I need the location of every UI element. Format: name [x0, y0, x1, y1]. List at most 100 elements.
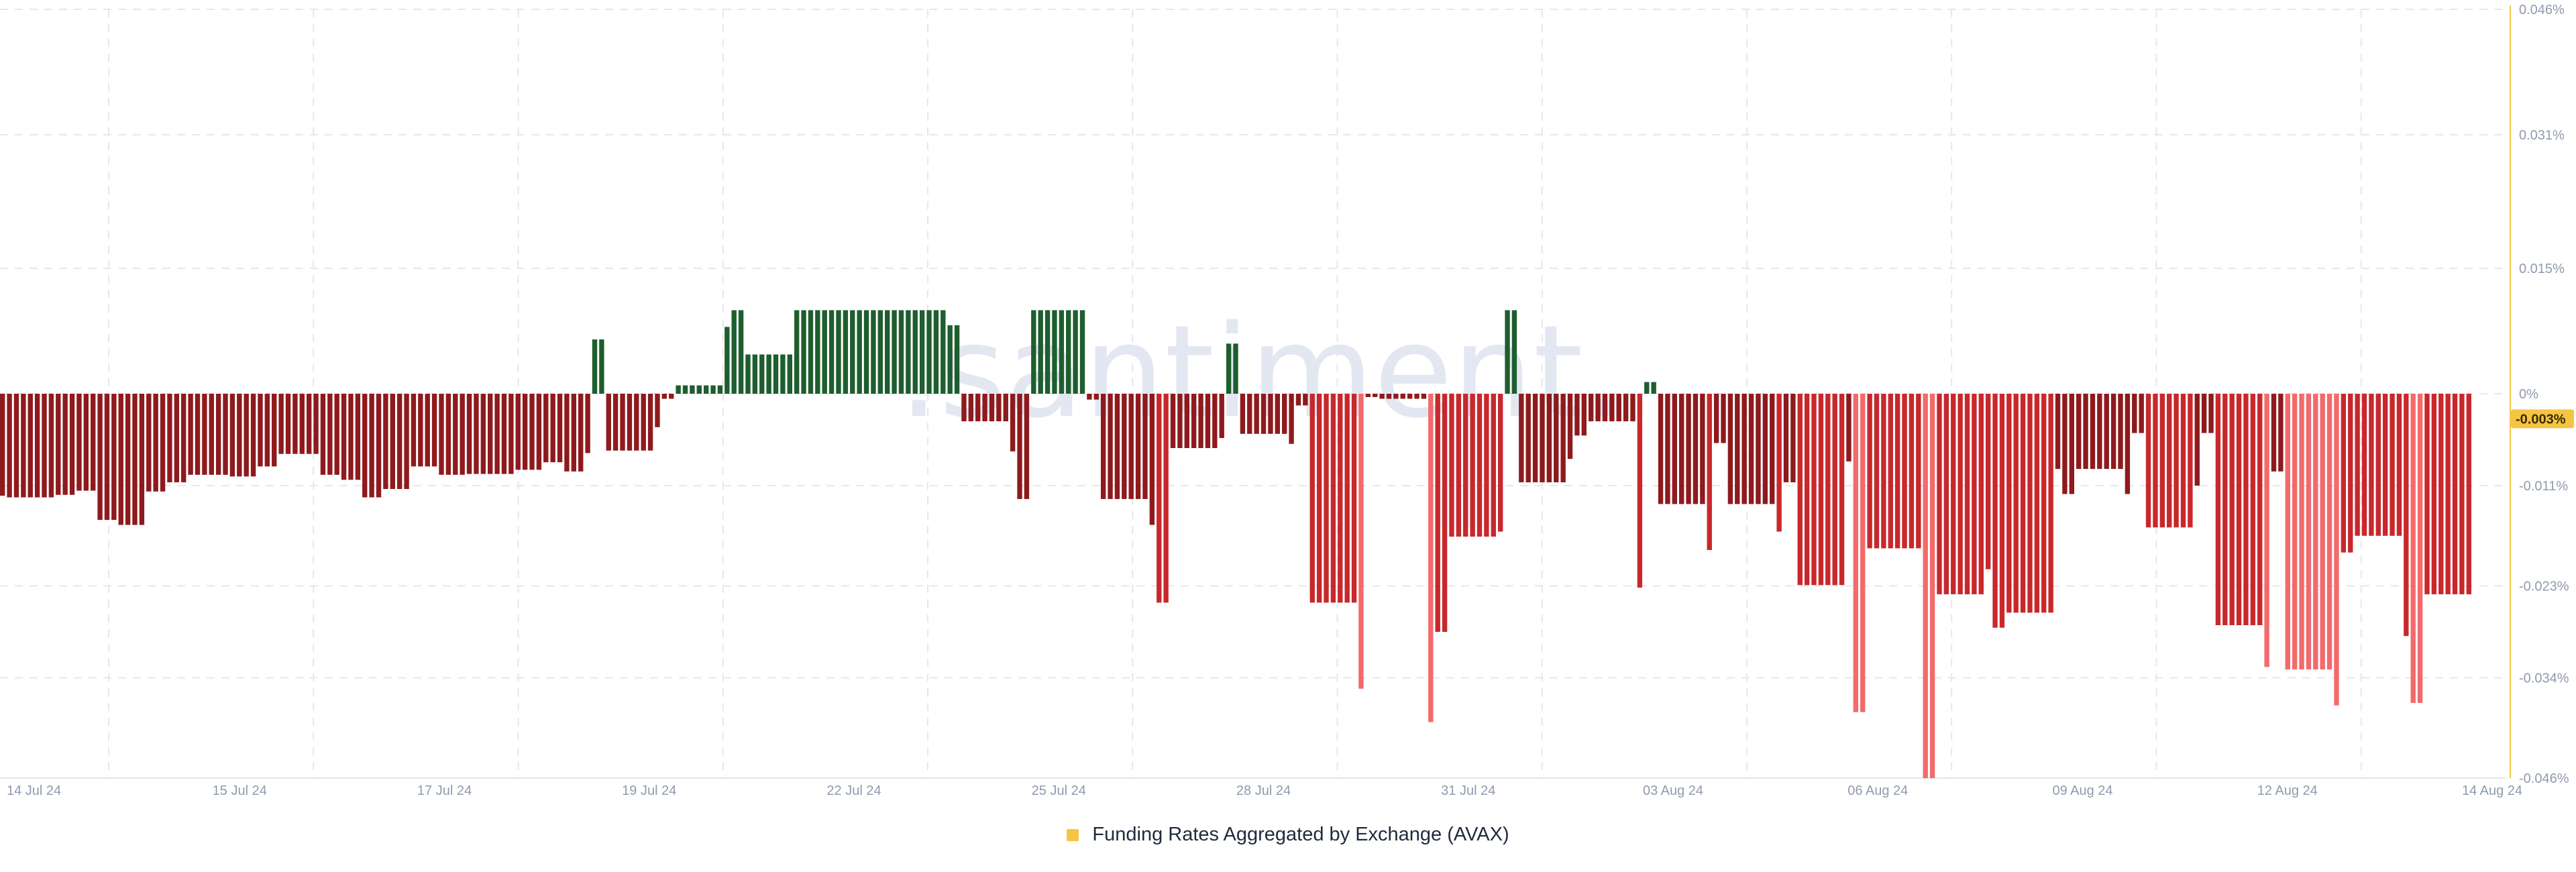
bar-65	[453, 394, 458, 475]
bar-10	[69, 394, 75, 495]
bar-69	[480, 394, 486, 474]
bar-38	[264, 394, 270, 467]
bar-52	[362, 394, 368, 498]
bar-199	[1386, 394, 1392, 399]
bar-125	[871, 310, 876, 394]
bar-100	[696, 385, 702, 394]
bar-253	[1762, 394, 1768, 504]
bar-178	[1240, 394, 1246, 434]
bar-191	[1330, 394, 1336, 603]
bar-24	[167, 394, 172, 483]
bar-220	[1532, 394, 1538, 483]
bar-54	[376, 394, 382, 498]
bar-134	[933, 310, 939, 394]
bar-32	[223, 394, 228, 475]
bar-51	[355, 394, 361, 480]
bar-15	[104, 394, 110, 521]
bar-45	[313, 394, 319, 454]
bar-167	[1163, 394, 1169, 603]
x-tick-label-8: 03 Aug 24	[1643, 783, 1703, 798]
bar-324	[2257, 394, 2263, 626]
y-tick-label-2: 0.015%	[2519, 262, 2565, 276]
bar-68	[474, 394, 479, 474]
bar-121	[843, 310, 849, 394]
bar-250	[1741, 394, 1747, 504]
bar-14	[97, 394, 103, 521]
bar-333	[2320, 394, 2325, 670]
bar-238	[1658, 394, 1664, 504]
bar-276	[1923, 394, 1928, 778]
bar-334	[2326, 394, 2332, 670]
bar-330	[2299, 394, 2304, 670]
bar-315	[2194, 394, 2200, 486]
x-tick-label-6: 28 Jul 24	[1236, 783, 1291, 798]
bar-236	[1644, 382, 1650, 394]
bar-73	[508, 394, 514, 474]
bar-21	[146, 394, 152, 492]
bar-242	[1686, 394, 1691, 504]
y-axis-ticks: 0.046% 0.031% 0.015% 0% -0.011% -0.023% -0.034…	[2519, 3, 2569, 786]
bar-313	[2180, 394, 2186, 528]
bar-108	[752, 354, 758, 394]
bar-8	[56, 394, 61, 495]
bar-97	[676, 385, 681, 394]
bar-345	[2404, 394, 2409, 637]
bar-263	[1832, 394, 1837, 586]
current-value-badge-label: -0.003%	[2516, 412, 2566, 427]
bar-150	[1044, 310, 1051, 394]
bar-181	[1260, 394, 1267, 434]
bar-175	[1219, 394, 1224, 439]
bar-9	[62, 394, 68, 495]
bar-331	[2306, 394, 2312, 670]
bar-137	[954, 325, 960, 394]
bar-11	[76, 394, 82, 491]
bar-83	[578, 394, 584, 472]
bar-114	[794, 310, 800, 394]
bar-95	[661, 394, 667, 399]
bar-280	[1951, 394, 1956, 594]
bar-47	[327, 394, 333, 475]
bar-196	[1365, 394, 1371, 397]
bar-138	[961, 394, 967, 422]
bar-133	[926, 310, 932, 394]
bar-72	[501, 394, 507, 474]
bar-344	[2396, 394, 2402, 536]
bar-353	[2459, 394, 2465, 594]
bar-166	[1157, 394, 1162, 603]
bar-117	[815, 310, 820, 394]
bar-275	[1916, 394, 1921, 549]
bar-112	[780, 354, 786, 394]
bar-265	[1846, 394, 1851, 461]
bar-159	[1108, 394, 1113, 499]
bar-243	[1693, 394, 1699, 504]
bar-128	[892, 310, 897, 394]
bar-257	[1790, 394, 1796, 483]
bar-267	[1860, 394, 1866, 712]
x-tick-label-5: 25 Jul 24	[1032, 783, 1086, 798]
x-axis-ticks: 14 Jul 24 15 Jul 24 17 Jul 24 19 Jul 24 22 J…	[7, 783, 2522, 798]
bar-332	[2313, 394, 2318, 670]
bar-71	[494, 394, 500, 474]
bar-189	[1316, 394, 1322, 603]
bar-231	[1609, 394, 1615, 422]
bar-60	[418, 394, 423, 467]
bar-59	[411, 394, 417, 467]
legend: Funding Rates Aggregated by Exchange (AV…	[0, 824, 2576, 846]
bar-173	[1205, 394, 1211, 448]
bar-61	[425, 394, 430, 467]
bar-55	[383, 394, 388, 490]
bar-99	[690, 385, 695, 394]
bar-204	[1421, 394, 1427, 399]
bar-124	[863, 310, 869, 394]
bar-50	[348, 394, 354, 480]
bar-109	[759, 354, 765, 394]
bar-227	[1581, 394, 1587, 436]
bar-96	[669, 394, 674, 399]
bar-90	[627, 394, 633, 451]
legend-swatch	[1067, 829, 1079, 841]
bar-106	[738, 310, 744, 394]
y-tick-label-4: -0.011%	[2519, 479, 2568, 494]
bar-294	[2048, 394, 2053, 613]
bar-264	[1839, 394, 1845, 586]
